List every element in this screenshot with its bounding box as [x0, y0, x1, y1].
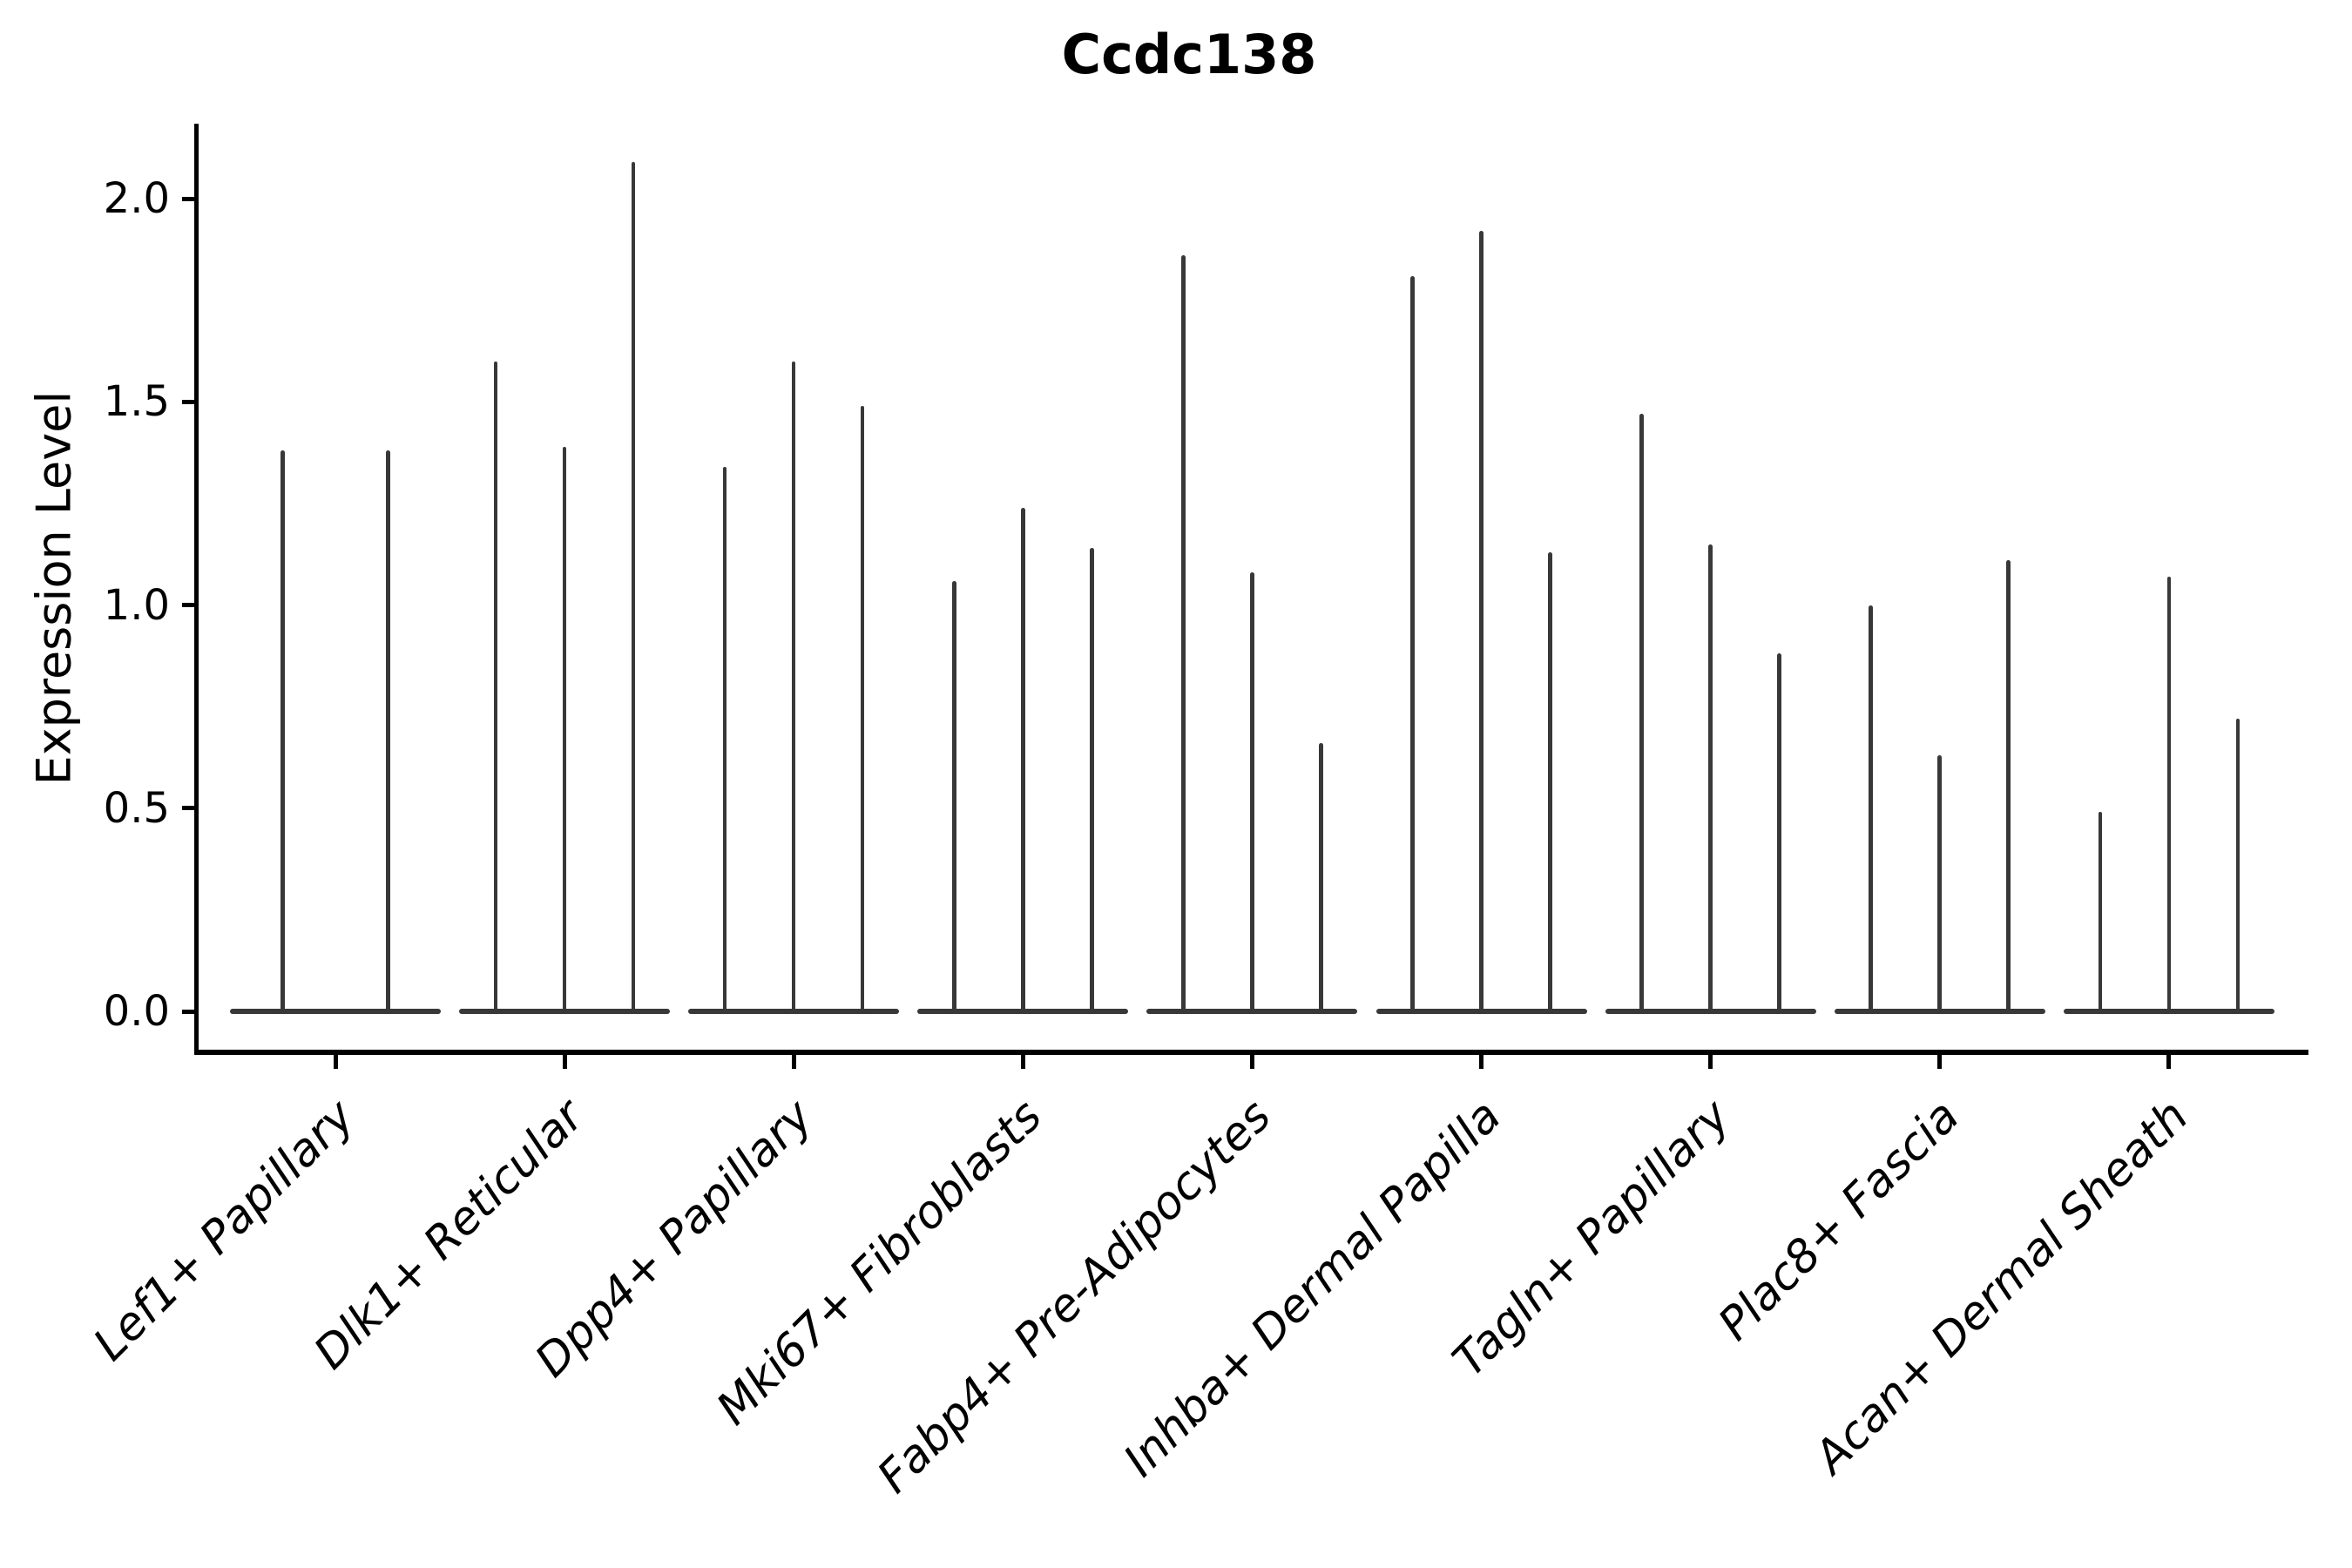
y-tick — [182, 196, 195, 201]
x-tick — [1479, 1055, 1484, 1069]
violin-spike — [2235, 719, 2240, 1013]
y-tick-label: 1.5 — [103, 377, 170, 427]
figure-title: Ccdc138 — [1061, 23, 1317, 86]
violin-spike — [1090, 548, 1094, 1013]
violin-spike — [1410, 275, 1415, 1013]
violin-spike — [1479, 231, 1484, 1013]
violin-spike — [280, 450, 285, 1013]
x-axis-spine — [194, 1050, 2308, 1055]
x-tick — [1020, 1055, 1025, 1069]
x-tick — [1249, 1055, 1254, 1069]
x-tick — [2166, 1055, 2172, 1069]
y-tick — [182, 603, 195, 607]
violin-spike — [1548, 551, 1552, 1013]
violin-spike — [1777, 653, 1781, 1013]
x-tick — [1708, 1055, 1713, 1069]
x-tick — [791, 1055, 796, 1069]
y-tick-label: 1.0 — [103, 580, 170, 630]
violin-spike — [1319, 743, 1323, 1013]
violin-spike — [1250, 572, 1254, 1013]
violin-spike — [1021, 507, 1025, 1013]
violin-spike — [1869, 605, 1873, 1013]
violin-spike — [386, 450, 390, 1013]
violin-spike — [860, 405, 865, 1013]
violin-spike — [1708, 544, 1713, 1013]
violin-spike — [493, 361, 498, 1013]
violin-spike — [1639, 414, 1644, 1013]
violin-spike — [1181, 255, 1186, 1013]
x-tick — [562, 1055, 567, 1069]
y-tick — [182, 806, 195, 811]
violin-base — [230, 1009, 441, 1014]
violin-spike — [722, 466, 727, 1013]
y-tick-label: 2.0 — [103, 174, 170, 223]
violin-spike — [1937, 755, 1942, 1013]
x-tick — [1937, 1055, 1943, 1069]
x-tick — [333, 1055, 338, 1069]
y-tick — [182, 1009, 195, 1014]
violin-spike — [791, 361, 796, 1013]
violin-spike — [2098, 812, 2103, 1013]
violin-spike — [2166, 576, 2172, 1013]
violin-spike — [631, 162, 636, 1013]
violin-spike — [562, 446, 567, 1013]
y-tick-label: 0.5 — [103, 783, 170, 833]
y-tick-label: 0.0 — [103, 987, 170, 1036]
violin-spike — [952, 580, 956, 1013]
violin-spike — [2006, 560, 2011, 1013]
y-tick — [182, 399, 195, 404]
y-axis-spine — [194, 124, 199, 1055]
